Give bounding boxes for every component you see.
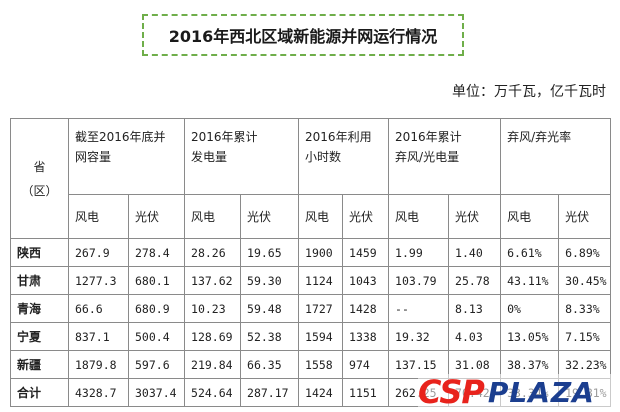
value-cell: 8.13 — [448, 294, 502, 323]
group-header-hours: 2016年利用 小时数 — [298, 118, 390, 195]
value-cell: 6.61% — [500, 238, 560, 267]
value-cell: 43.11% — [500, 266, 560, 295]
value-cell: 219.84 — [184, 350, 242, 379]
value-cell: 1338 — [342, 322, 390, 351]
group-header-generation: 2016年累计 发电量 — [184, 118, 300, 195]
group-header-capacity: 截至2016年底并 网容量 — [67, 118, 186, 195]
value-cell: 4328.7 — [68, 378, 129, 407]
value-cell: 680.9 — [127, 294, 186, 323]
sub-header-cell: 风电 — [184, 194, 242, 239]
table-row: 甘肃 1277.3 680.1 137.62 59.30 1124 1043 103.79 25… — [10, 266, 612, 295]
value-cell: 597.6 — [127, 350, 186, 379]
value-cell: 19.32 — [388, 322, 450, 351]
value-cell: 1428 — [342, 294, 390, 323]
value-cell: 1879.8 — [68, 350, 129, 379]
value-cell: 7.15% — [558, 322, 612, 351]
group-header-rate: 弃风/弃光率 — [500, 118, 612, 195]
value-cell: 680.1 — [127, 266, 186, 295]
value-cell: 1151 — [342, 378, 390, 407]
group-header-curtailed: 2016年累计 弃风/光电量 — [388, 118, 502, 195]
value-cell: 19.65 — [240, 238, 300, 267]
value-cell: 137.62 — [184, 266, 242, 295]
province-cell: 新疆 — [10, 350, 69, 379]
value-cell: 287.17 — [240, 378, 300, 407]
value-cell: 974 — [342, 350, 390, 379]
value-cell: 128.69 — [184, 322, 242, 351]
sub-header-cell: 光伏 — [342, 194, 390, 239]
province-cell: 陕西 — [10, 238, 69, 267]
province-cell: 青海 — [10, 294, 69, 323]
value-cell: 25.78 — [448, 266, 502, 295]
value-cell: 10.23 — [184, 294, 242, 323]
value-cell: 103.79 — [388, 266, 450, 295]
value-cell: 13.05% — [500, 322, 560, 351]
value-cell: 3037.4 — [127, 378, 186, 407]
sub-header-cell: 光伏 — [558, 194, 612, 239]
group-header-row: 省 （区） 截至2016年底并 网容量 2016年累计 发电量 2016年利用 小时数… — [10, 118, 612, 239]
table-row: 新疆 1879.8 597.6 219.84 66.35 1558 974 137.15 31.… — [10, 350, 612, 379]
value-cell: 59.48 — [240, 294, 300, 323]
value-cell: -- — [388, 294, 450, 323]
value-cell: 59.30 — [240, 266, 300, 295]
value-cell: 500.4 — [127, 322, 186, 351]
sub-header-cell: 光伏 — [127, 194, 186, 239]
value-cell: 837.1 — [68, 322, 129, 351]
value-cell: 1900 — [298, 238, 344, 267]
value-cell: 1594 — [298, 322, 344, 351]
value-cell: 6.89% — [558, 238, 612, 267]
table-row: 青海 66.6 680.9 10.23 59.48 1727 1428 -- 8.13 0% 8.3… — [10, 294, 612, 323]
value-cell: 30.45% — [558, 266, 612, 295]
value-cell: 267.9 — [68, 238, 129, 267]
value-cell: 1.99 — [388, 238, 450, 267]
sub-header-cell: 风电 — [388, 194, 450, 239]
value-cell: 1424 — [298, 378, 344, 407]
value-cell: 52.38 — [240, 322, 300, 351]
value-cell: 524.64 — [184, 378, 242, 407]
table-row: 陕西 267.9 278.4 28.26 19.65 1900 1459 1.99 1.40 6.… — [10, 238, 612, 267]
value-cell: 1.40 — [448, 238, 502, 267]
sub-header-cell: 光伏 — [448, 194, 502, 239]
value-cell: 0% — [500, 294, 560, 323]
data-table: 省 （区） 截至2016年底并 网容量 2016年累计 发电量 2016年利用 小时数… — [10, 118, 612, 407]
province-header: 省 （区） — [10, 118, 69, 239]
value-cell: 4.03 — [448, 322, 502, 351]
table-row: 宁夏 837.1 500.4 128.69 52.38 1594 1338 19.32 4.03… — [10, 322, 612, 351]
sub-header-cell: 风电 — [500, 194, 560, 239]
value-cell: 1277.3 — [68, 266, 129, 295]
value-cell: 1727 — [298, 294, 344, 323]
value-cell: 66.35 — [240, 350, 300, 379]
value-cell: 1459 — [342, 238, 390, 267]
value-cell: 1043 — [342, 266, 390, 295]
sub-header-cell: 光伏 — [240, 194, 300, 239]
page-title: 2016年西北区域新能源并网运行情况 — [168, 27, 438, 46]
value-cell: 8.33% — [558, 294, 612, 323]
value-cell: 278.4 — [127, 238, 186, 267]
csp-plaza-logo: CSP PLAZA — [418, 373, 614, 411]
province-cell: 甘肃 — [10, 266, 69, 295]
sub-header-row: 风电 光伏 风电 光伏 风电 光伏 风电 光伏 风电 光伏 — [11, 194, 612, 239]
province-cell: 宁夏 — [10, 322, 69, 351]
unit-label: 单位：万千瓦，亿千瓦时 — [452, 84, 606, 100]
value-cell: 1124 — [298, 266, 344, 295]
value-cell: 28.26 — [184, 238, 242, 267]
sub-header-cell: 风电 — [68, 194, 129, 239]
sub-header-cell: 风电 — [298, 194, 344, 239]
value-cell: 1558 — [298, 350, 344, 379]
title-box: 2016年西北区域新能源并网运行情况 — [142, 14, 464, 56]
province-cell: 合计 — [10, 378, 69, 407]
value-cell: 66.6 — [68, 294, 129, 323]
